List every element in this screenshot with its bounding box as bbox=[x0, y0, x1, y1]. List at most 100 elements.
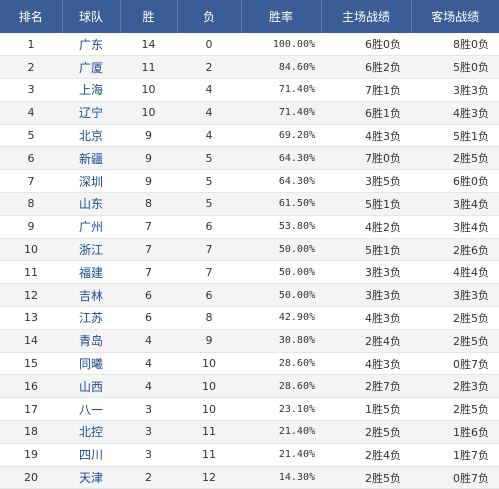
cell-team: 广厦 bbox=[62, 55, 120, 80]
cell-team: 浙江 bbox=[62, 238, 120, 262]
table-header-row: 排名 球队 胜 负 胜率 主场战绩 客场战绩 bbox=[0, 0, 499, 33]
table-row: 9 广州 7 6 53.80% 4胜2负 3胜4负 bbox=[0, 215, 499, 239]
cell-wins: 7 bbox=[120, 238, 177, 262]
cell-win-pct: 21.40% bbox=[241, 443, 321, 467]
cell-losses: 4 bbox=[177, 124, 241, 148]
team-link[interactable]: 吉林 bbox=[78, 288, 103, 303]
cell-away-record: 3胜4负 bbox=[411, 215, 499, 239]
team-link[interactable]: 福建 bbox=[78, 265, 103, 280]
team-link[interactable]: 江苏 bbox=[78, 311, 103, 326]
cell-win-pct: 50.00% bbox=[241, 238, 321, 262]
cell-rank: 16 bbox=[0, 374, 62, 399]
cell-home-record: 4胜3负 bbox=[321, 352, 411, 376]
cell-home-record: 2胜4负 bbox=[321, 443, 411, 467]
cell-losses: 9 bbox=[177, 329, 241, 353]
table-row: 16 山西 4 10 28.60% 2胜7负 2胜3负 bbox=[0, 374, 499, 399]
cell-losses: 5 bbox=[177, 146, 241, 171]
table-row: 4 辽宁 10 4 71.40% 6胜1负 4胜3负 bbox=[0, 101, 499, 125]
cell-losses: 5 bbox=[177, 169, 241, 194]
cell-team: 同曦 bbox=[62, 352, 120, 376]
cell-away-record: 3胜3负 bbox=[411, 283, 499, 308]
cell-wins: 6 bbox=[120, 306, 177, 330]
team-link[interactable]: 八一 bbox=[78, 402, 103, 417]
cell-win-pct: 50.00% bbox=[241, 283, 321, 308]
team-link[interactable]: 山西 bbox=[78, 379, 103, 394]
team-link[interactable]: 北控 bbox=[78, 425, 103, 440]
cell-win-pct: 50.00% bbox=[241, 260, 321, 285]
cell-rank: 13 bbox=[0, 306, 62, 330]
team-link[interactable]: 广东 bbox=[78, 37, 103, 52]
cell-losses: 10 bbox=[177, 374, 241, 399]
cell-losses: 4 bbox=[177, 78, 241, 102]
cell-away-record: 2胜5负 bbox=[411, 397, 499, 422]
cell-win-pct: 64.30% bbox=[241, 146, 321, 171]
cell-rank: 14 bbox=[0, 329, 62, 353]
table-row: 12 吉林 6 6 50.00% 3胜3负 3胜3负 bbox=[0, 283, 499, 308]
team-link[interactable]: 同曦 bbox=[78, 357, 103, 372]
cell-away-record: 0胜7负 bbox=[411, 352, 499, 376]
table-row: 1 广东 14 0 100.00% 6胜0负 8胜0负 bbox=[0, 33, 499, 57]
cell-rank: 20 bbox=[0, 466, 62, 489]
team-link[interactable]: 辽宁 bbox=[78, 106, 103, 121]
cell-away-record: 1胜6负 bbox=[411, 420, 499, 444]
table-row: 10 浙江 7 7 50.00% 5胜1负 2胜6负 bbox=[0, 238, 499, 262]
table-row: 13 江苏 6 8 42.90% 4胜3负 2胜5负 bbox=[0, 306, 499, 330]
cell-win-pct: 71.40% bbox=[241, 78, 321, 102]
cell-team: 上海 bbox=[62, 78, 120, 102]
header-away-record: 客场战绩 bbox=[431, 10, 480, 24]
table-row: 2 广厦 11 2 84.60% 6胜2负 5胜0负 bbox=[0, 55, 499, 80]
team-link[interactable]: 浙江 bbox=[78, 243, 103, 258]
cell-home-record: 1胜5负 bbox=[321, 397, 411, 422]
cell-losses: 7 bbox=[177, 260, 241, 285]
cell-win-pct: 53.80% bbox=[241, 215, 321, 239]
cell-away-record: 3胜4负 bbox=[411, 192, 499, 216]
cell-away-record: 2胜6负 bbox=[411, 238, 499, 262]
team-link[interactable]: 深圳 bbox=[78, 174, 103, 189]
cell-rank: 18 bbox=[0, 420, 62, 444]
table-body: 1 广东 14 0 100.00% 6胜0负 8胜0负 2 广厦 11 2 84.60% 6胜2负 5胜0… bbox=[0, 33, 499, 489]
cell-losses: 6 bbox=[177, 215, 241, 239]
cell-wins: 4 bbox=[120, 352, 177, 376]
team-link[interactable]: 山东 bbox=[78, 197, 103, 212]
cell-wins: 4 bbox=[120, 329, 177, 353]
table-row: 7 深圳 9 5 64.30% 3胜5负 6胜0负 bbox=[0, 169, 499, 194]
cell-losses: 8 bbox=[177, 306, 241, 330]
cell-team: 新疆 bbox=[62, 146, 120, 171]
cell-losses: 10 bbox=[177, 397, 241, 422]
table-row: 14 青岛 4 9 30.80% 2胜4负 2胜5负 bbox=[0, 329, 499, 353]
cell-win-pct: 61.50% bbox=[241, 192, 321, 216]
team-link[interactable]: 青岛 bbox=[78, 334, 103, 349]
cell-home-record: 2胜5负 bbox=[321, 420, 411, 444]
cell-away-record: 2胜3负 bbox=[411, 374, 499, 399]
cell-losses: 6 bbox=[177, 283, 241, 308]
cell-home-record: 5胜1负 bbox=[321, 238, 411, 262]
team-link[interactable]: 北京 bbox=[78, 129, 103, 144]
cell-home-record: 7胜0负 bbox=[321, 146, 411, 171]
cell-home-record: 3胜3负 bbox=[321, 283, 411, 308]
team-link[interactable]: 上海 bbox=[78, 83, 103, 98]
cell-win-pct: 30.80% bbox=[241, 329, 321, 353]
cell-rank: 7 bbox=[0, 169, 62, 194]
team-link[interactable]: 广州 bbox=[78, 220, 103, 235]
team-link[interactable]: 四川 bbox=[78, 448, 103, 463]
cell-wins: 4 bbox=[120, 374, 177, 399]
cell-away-record: 2胜5负 bbox=[411, 306, 499, 330]
table-row: 15 同曦 4 10 28.60% 4胜3负 0胜7负 bbox=[0, 352, 499, 376]
cell-team: 青岛 bbox=[62, 329, 120, 353]
cell-rank: 1 bbox=[0, 33, 62, 57]
team-link[interactable]: 新疆 bbox=[78, 151, 103, 166]
cell-home-record: 2胜5负 bbox=[321, 466, 411, 489]
cell-away-record: 5胜0负 bbox=[411, 55, 499, 80]
cell-team: 福建 bbox=[62, 260, 120, 285]
cell-wins: 6 bbox=[120, 283, 177, 308]
cell-win-pct: 100.00% bbox=[241, 33, 321, 57]
cell-team: 江苏 bbox=[62, 306, 120, 330]
table-row: 5 北京 9 4 69.20% 4胜3负 5胜1负 bbox=[0, 124, 499, 148]
cell-wins: 10 bbox=[120, 78, 177, 102]
cell-team: 吉林 bbox=[62, 283, 120, 308]
team-link[interactable]: 广厦 bbox=[78, 60, 103, 75]
cell-wins: 9 bbox=[120, 146, 177, 171]
cell-win-pct: 28.60% bbox=[241, 352, 321, 376]
team-link[interactable]: 天津 bbox=[78, 471, 103, 486]
cell-win-pct: 69.20% bbox=[241, 124, 321, 148]
